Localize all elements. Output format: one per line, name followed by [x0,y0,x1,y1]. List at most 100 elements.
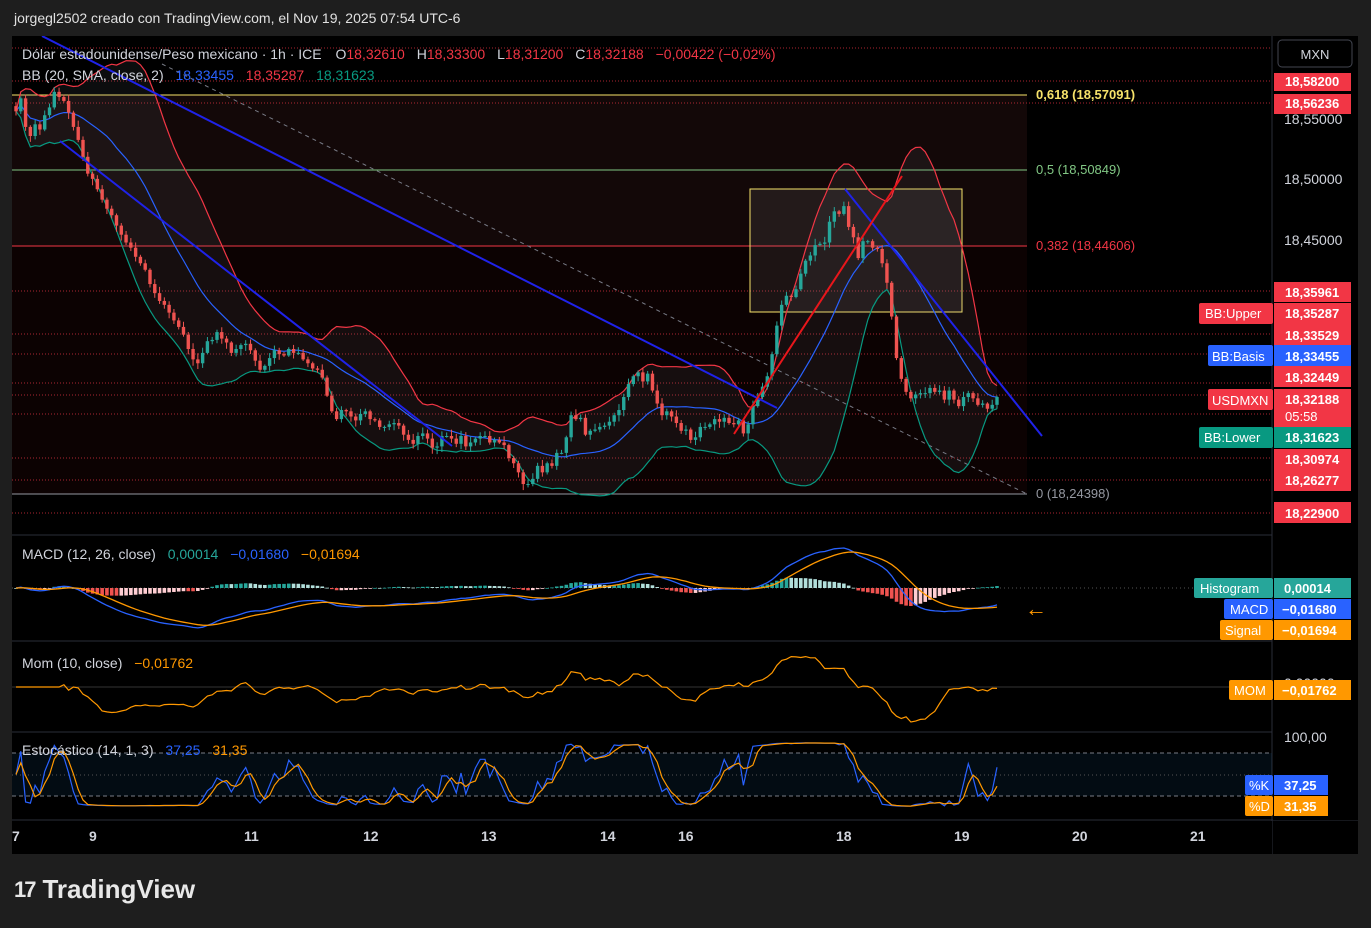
tag-usdmxn-name-bg [1208,389,1273,410]
tag-macd: −0,01680 [1282,602,1337,617]
trendline-long-down[interactable] [41,35,778,409]
tag-countdown: 05:58 [1285,409,1318,424]
macd-histogram-bar [889,588,894,599]
macd-histogram-bar [593,584,597,588]
macd-histogram-bar [645,583,650,588]
macd-histogram-bar [894,588,899,602]
macd-histogram-bar [598,584,602,588]
candle-body [870,241,875,248]
macd-histogram-bar [100,588,104,596]
close-value: 18,32188 [585,46,644,62]
chart-svg[interactable]: 0,618 (18,57091) 0,5 (18,50849) 0,382 (1… [12,35,1358,854]
tradingview-logo[interactable]: 17 TradingView [14,874,195,905]
candle-body [377,420,382,427]
macd-histogram-bar [387,587,392,589]
tag-bbupper-name: BB:Upper [1205,306,1262,321]
candle-body [177,320,181,327]
macd-histogram-bar [215,585,219,588]
macd-histogram-bar [210,586,214,588]
candle-body [19,98,23,112]
orange-arrow-icon[interactable]: ← [1025,596,1047,621]
candle-body [636,372,640,377]
time-axis[interactable] [12,821,1272,854]
candle-body [162,300,167,305]
candle-body [540,465,545,473]
change-value: −0,00422 (−0,02%) [656,46,776,62]
chart-frame: 0,618 (18,57091) 0,5 (18,50849) 0,382 (1… [12,35,1358,854]
candle-body [191,348,195,360]
candle-body [478,436,482,439]
macd-histogram-bar [851,587,856,589]
candle-body [320,369,324,378]
candle-body [291,348,296,353]
macd-histogram-bar [42,588,47,589]
currency-button[interactable] [1277,39,1353,68]
macd-histogram-bar [397,586,401,588]
macd-histogram-bar [990,586,995,588]
candle-body [416,436,420,444]
macd-histogram-bar [272,584,277,588]
candle-body [497,439,502,443]
macd-histogram-bar [296,583,301,588]
candle-body [363,411,368,414]
tag-r5-bg [1274,366,1351,387]
tag-bbbasis-bg [1274,345,1351,366]
tag-bblower: 18,31623 [1285,430,1339,445]
candle-body [411,439,415,444]
macd-histogram-bar [430,587,435,588]
candle-body [468,442,473,447]
macd-histogram-bar [928,588,932,600]
candle-body [985,403,990,409]
macd-histogram-bar [119,588,124,596]
time-label-16: 16 [678,828,694,844]
trendline-recent-down[interactable] [844,188,1043,437]
macd-histogram-bar [507,587,511,589]
macd-histogram-bar [310,585,315,588]
macd-histogram-bar [511,588,516,589]
candle-body [526,484,530,486]
macd-histogram-bar [626,583,631,588]
candle-body [354,416,358,421]
candle-body [220,332,224,339]
candle-body [263,365,267,370]
macd-histogram-bar [531,588,535,591]
macd-histogram-bar [899,588,904,605]
candle-body [602,425,607,427]
macd-histogram-bar [971,588,975,589]
time-label-14: 14 [600,828,616,844]
trendline-mid-down[interactable] [59,140,453,447]
tag-usdmxn-bg [1274,389,1351,427]
macd-histogram-bar [492,585,497,588]
dashed-trendline[interactable] [161,63,1028,495]
macd-histogram-bar [172,588,176,592]
candle-body [153,284,157,294]
candle-body [57,91,61,98]
candle-body [823,242,827,244]
candle-body [516,463,521,473]
macd-histogram-bar [47,588,52,589]
tag-usdmxn: 18,32188 [1285,392,1339,407]
tag-r7-bg [1274,470,1351,491]
macd-histogram-bar [502,586,506,588]
candle-body [406,434,411,440]
macd-histogram-bar [526,588,530,591]
candle-body [722,417,726,422]
candle-body [890,282,894,317]
candle-body [110,208,114,216]
tag-d: 31,35 [1284,799,1317,814]
trendline-up[interactable] [733,175,903,435]
macd-histogram-bar [473,585,478,588]
macd-histogram-bar [416,587,420,589]
stoch-legend-name: Estocástico (14, 1, 3) [22,742,154,758]
candle-body [243,343,248,346]
macd-histogram-bar [870,588,875,594]
candle-body [894,316,899,359]
macd-histogram-bar [612,585,616,588]
candle-body [803,260,808,274]
candle-body [344,410,348,412]
candle-body [401,425,406,435]
macd-histogram-bar [105,588,109,596]
low-label: L [497,46,505,62]
macd-histogram-bar [239,583,243,588]
candle-body [641,372,645,382]
